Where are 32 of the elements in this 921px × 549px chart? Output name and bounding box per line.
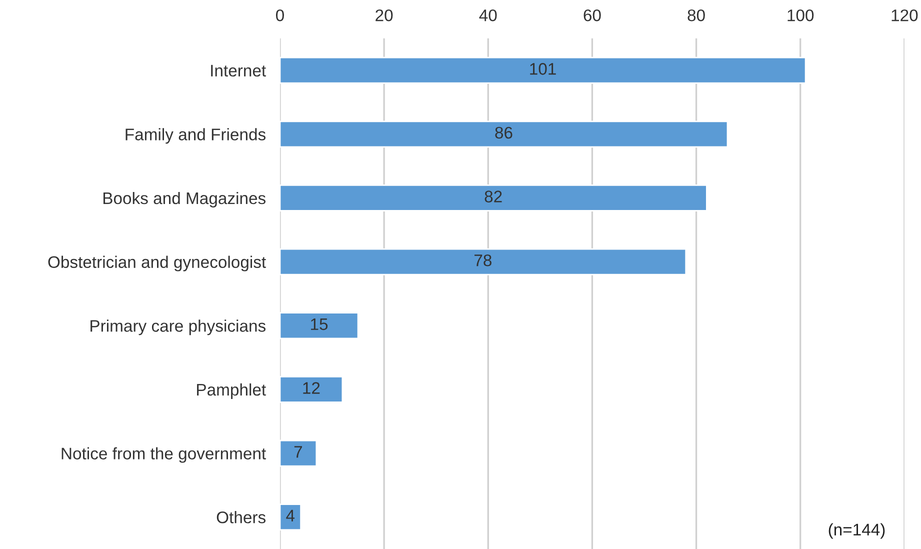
y-tick-label: Internet	[211, 64, 266, 77]
bar	[280, 312, 359, 340]
x-tick-label: 20	[376, 9, 393, 22]
data-label: 101	[530, 63, 556, 75]
y-tick-label: Others	[216, 511, 266, 524]
y-tick-label: Books and Magazines	[103, 192, 266, 208]
y-tick-label: Primary care physicians	[90, 320, 266, 336]
x-tick-label: 80	[688, 9, 705, 22]
x-tick-label: 40	[479, 9, 497, 22]
bar	[280, 440, 318, 467]
data-label: 78	[474, 254, 492, 266]
bar	[280, 56, 806, 84]
annotation: (n=144)	[828, 523, 885, 539]
data-label: 15	[311, 318, 328, 330]
x-tick-label: 120	[892, 9, 918, 22]
y-tick-label: Pamphlet	[197, 383, 266, 399]
bar	[280, 376, 344, 403]
data-label: 7	[294, 446, 302, 458]
bar	[280, 248, 687, 276]
data-label: 12	[303, 382, 320, 394]
bar	[280, 504, 302, 531]
y-tick-label: Family and Friends	[126, 128, 266, 144]
x-tick-label: 100	[788, 9, 814, 22]
data-label: 4	[286, 510, 295, 522]
data-label: 86	[495, 126, 512, 139]
y-tick-label: Notice from the government	[62, 447, 266, 463]
bar	[280, 120, 728, 148]
y-tick-label: Obstetrician and gynecologist	[48, 256, 266, 272]
bar	[280, 184, 708, 212]
x-tick-label: 60	[584, 9, 601, 22]
data-label: 82	[484, 190, 502, 202]
x-tick-label: 0	[276, 9, 284, 22]
